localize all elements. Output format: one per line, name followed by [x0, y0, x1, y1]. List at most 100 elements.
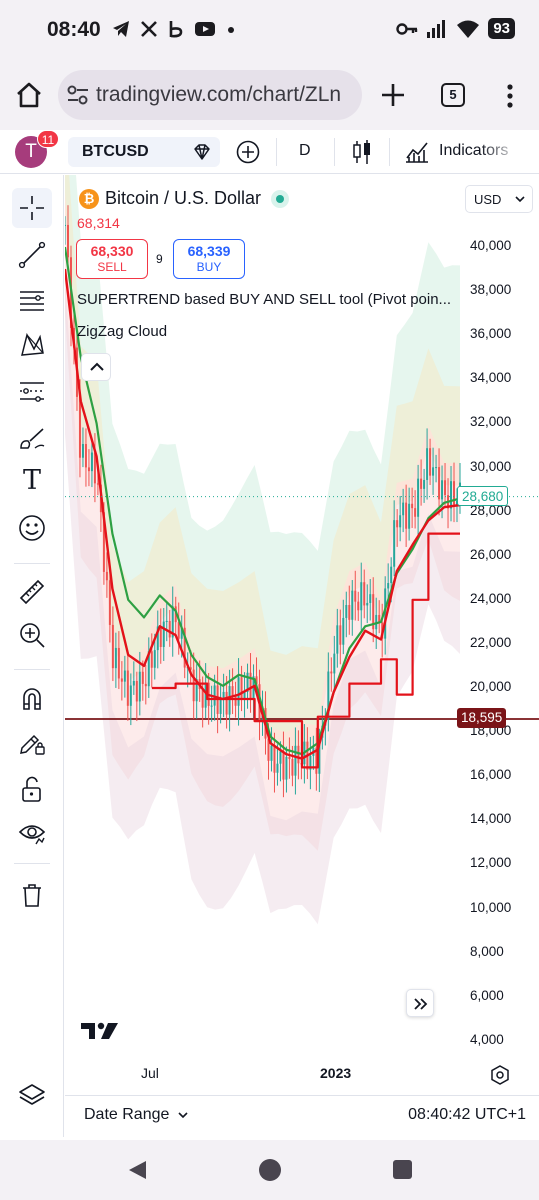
- y-tick-label: 12,000: [470, 855, 512, 871]
- market-open-icon: [271, 189, 290, 208]
- address-bar[interactable]: tradingview.com/chart/ZLn: [58, 70, 362, 120]
- recent-apps-icon[interactable]: [393, 1160, 412, 1179]
- price-chart[interactable]: [65, 175, 539, 1095]
- lock-drawing-tool[interactable]: [12, 722, 52, 762]
- trend-line-tool[interactable]: [12, 235, 52, 275]
- candlestick-chart-type-icon[interactable]: [352, 139, 372, 165]
- candle-body: [231, 686, 234, 696]
- candle-body: [336, 625, 339, 654]
- candle-body: [225, 691, 228, 715]
- remove-drawings-tool[interactable]: [12, 875, 52, 915]
- x-label-2023: 2023: [320, 1065, 352, 1081]
- measure-tool[interactable]: [12, 572, 52, 612]
- candle-body: [240, 677, 243, 700]
- object-tree-icon[interactable]: [18, 1082, 46, 1110]
- candle-body: [411, 503, 414, 509]
- hide-drawings-tool[interactable]: [12, 813, 52, 853]
- chart-pane[interactable]: ₿ Bitcoin / U.S. Dollar 68,314 68,330 SE…: [65, 175, 539, 1095]
- candle-body: [267, 738, 270, 761]
- overflow-menu-icon[interactable]: [502, 82, 518, 110]
- candle-body: [153, 650, 156, 668]
- symbol-name: BTCUSD: [82, 143, 149, 160]
- candle-body: [369, 594, 372, 603]
- site-settings-icon[interactable]: [66, 84, 90, 106]
- candle-body: [201, 689, 204, 708]
- candle-body: [414, 508, 417, 517]
- candle-body: [435, 467, 438, 469]
- y-tick-label: 40,000: [470, 238, 512, 253]
- symbol-search-button[interactable]: BTCUSD: [68, 137, 220, 167]
- indicator-zigzag-cloud[interactable]: ZigZag Cloud: [77, 323, 168, 340]
- compare-symbol-icon[interactable]: [236, 140, 260, 164]
- candle-body: [282, 751, 285, 780]
- toolbar-divider: [334, 138, 335, 166]
- candle-body: [423, 479, 426, 489]
- candle-body: [246, 672, 249, 692]
- user-avatar[interactable]: T 11: [15, 130, 59, 168]
- candle-body: [87, 467, 90, 472]
- candle-body: [111, 624, 114, 669]
- trash-icon: [23, 884, 41, 907]
- tradingview-logo[interactable]: [81, 1021, 119, 1041]
- indicators-icon[interactable]: [404, 140, 430, 164]
- candle-body: [432, 467, 435, 476]
- new-tab-icon[interactable]: [376, 78, 410, 112]
- xabcd-pattern-icon: [21, 332, 44, 356]
- candle-body: [405, 502, 408, 529]
- currency-select[interactable]: USD: [465, 185, 533, 213]
- interval-button[interactable]: D: [299, 142, 311, 159]
- candle-body: [183, 627, 186, 668]
- candle-body: [228, 686, 231, 715]
- indicator-supertrend[interactable]: SUPERTREND based BUY AND SELL tool (Pivo…: [77, 291, 452, 308]
- candle-body: [129, 685, 132, 706]
- forecasting-tool[interactable]: [12, 371, 52, 411]
- candle-body: [372, 594, 375, 630]
- candle-body: [330, 671, 333, 674]
- cloud-green-band: [65, 175, 460, 733]
- sell-button[interactable]: 68,330 SELL: [76, 239, 148, 279]
- home-icon[interactable]: [14, 80, 44, 110]
- crosshair-icon: [20, 196, 44, 220]
- candle-body: [345, 605, 348, 618]
- buy-button[interactable]: 68,339 BUY: [173, 239, 245, 279]
- patterns-tool[interactable]: [12, 325, 52, 365]
- candle-body: [123, 670, 126, 682]
- home-nav-icon[interactable]: [259, 1159, 281, 1181]
- toolbar-fade: [480, 130, 539, 173]
- y-tick-label: 38,000: [470, 282, 512, 298]
- candle-body: [450, 481, 453, 509]
- lock-all-tool[interactable]: [12, 769, 52, 809]
- settings-icon[interactable]: [489, 1064, 511, 1086]
- scroll-to-realtime-button[interactable]: [406, 989, 434, 1017]
- candle-body: [279, 751, 282, 764]
- zoom-in-tool[interactable]: [12, 615, 52, 655]
- candle-body: [393, 520, 396, 567]
- y-tick-label: 26,000: [470, 546, 512, 562]
- y-tick-label: 4,000: [470, 1031, 504, 1047]
- magnet-tool[interactable]: [12, 678, 52, 718]
- candle-body: [144, 683, 147, 687]
- candle-body: [234, 695, 237, 706]
- fib-retracement-tool[interactable]: [12, 280, 52, 320]
- candle-body: [270, 745, 273, 761]
- candle-body: [171, 606, 174, 638]
- tab-switcher-button[interactable]: 5: [441, 83, 465, 107]
- candle-body: [360, 582, 363, 611]
- icon-tool[interactable]: [12, 508, 52, 548]
- symbol-description[interactable]: Bitcoin / U.S. Dollar: [105, 188, 262, 208]
- back-icon[interactable]: [126, 1159, 148, 1181]
- pencil-lock-icon: [20, 734, 45, 755]
- battery-level: 93: [488, 18, 515, 39]
- x-icon: [141, 21, 157, 37]
- candle-body: [135, 680, 138, 702]
- brush-tool[interactable]: [12, 418, 52, 458]
- text-tool[interactable]: T: [12, 463, 52, 503]
- candle-body: [78, 396, 81, 458]
- collapse-legend-button[interactable]: [81, 353, 111, 381]
- timezone-clock[interactable]: 08:40:42 UTC+1: [408, 1106, 526, 1123]
- crosshair-tool[interactable]: [12, 188, 52, 228]
- date-range-button[interactable]: Date Range: [84, 1106, 189, 1124]
- candle-body: [453, 481, 456, 505]
- candle-body: [366, 602, 369, 606]
- candle-body: [237, 677, 240, 706]
